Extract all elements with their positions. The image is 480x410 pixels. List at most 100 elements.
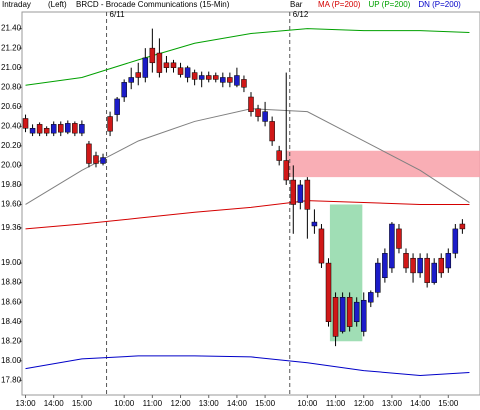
candle-body [58, 124, 64, 133]
x-tick-label: 15:00 [72, 399, 93, 408]
candle-body [65, 123, 71, 133]
candle-body [297, 184, 304, 203]
candle-body [368, 292, 374, 303]
candle-body [100, 157, 106, 164]
y-tick-label: 18.00 [1, 356, 22, 365]
legend-entry: DN (P=200) [418, 0, 461, 9]
indicator-line [25, 200, 470, 230]
header-axis: (Left) [48, 0, 67, 9]
x-tick-label: 12:00 [171, 399, 192, 408]
candle-body [403, 253, 409, 269]
header-symbol: BRCD - Brocade Communications (15-Min) [76, 0, 230, 9]
candle-body [417, 257, 423, 274]
candle-body [170, 62, 177, 68]
x-tick-label: 14:00 [44, 399, 65, 408]
candle-body [227, 77, 233, 83]
candle-body [325, 262, 332, 322]
x-tick-label: 11:00 [326, 399, 346, 408]
candle-body [424, 257, 430, 283]
x-tick-label: 10:00 [114, 399, 135, 408]
y-tick-label: 21.00 [1, 63, 22, 72]
zone [286, 150, 480, 178]
candle-body [459, 223, 466, 230]
candle-body [198, 75, 205, 80]
x-tick-label: 14:00 [227, 399, 248, 408]
y-tick-label: 19.00 [1, 258, 22, 267]
candle-body [311, 221, 318, 227]
candle-body [177, 67, 184, 75]
x-tick-label: 13:00 [382, 399, 403, 408]
candle-body [304, 179, 311, 210]
y-tick-label: 21.20 [1, 43, 22, 52]
candle-body [114, 98, 120, 115]
candle-body [234, 75, 240, 86]
candle-body [290, 179, 297, 205]
candle-body [445, 253, 452, 269]
x-tick-label: 15:00 [438, 399, 459, 408]
y-tick-label: 18.80 [1, 278, 22, 287]
candle-body [452, 228, 459, 254]
y-tick-label: 19.60 [1, 200, 22, 209]
candle-body [262, 111, 268, 122]
candle-body [36, 124, 43, 134]
bar-label: Bar [290, 0, 303, 9]
legend-entry: MA (P=200) [318, 0, 361, 9]
x-tick-label: 12:00 [354, 399, 375, 408]
candle-body [360, 299, 367, 332]
y-tick-label: 19.36 [1, 223, 22, 232]
y-tick-label: 20.00 [1, 161, 22, 170]
x-tick-label: 10:00 [297, 399, 318, 408]
candle-body [396, 228, 402, 249]
candle-body [135, 72, 142, 78]
candle-body [332, 297, 339, 337]
candle-body [72, 123, 78, 134]
candle-body [29, 128, 36, 134]
y-tick-label: 20.40 [1, 121, 22, 130]
candle-body [346, 297, 353, 327]
candle-body [93, 155, 99, 164]
y-tick-label: 21.40 [1, 24, 22, 33]
candle-body [86, 143, 92, 164]
candle-body [121, 82, 127, 98]
plot-area [21, 11, 480, 396]
candle-body [205, 75, 212, 80]
candle-body [382, 253, 388, 279]
x-tick-label: 11:00 [143, 399, 163, 408]
header-type: Intraday [2, 0, 31, 9]
candle-body [318, 228, 325, 264]
candle-body [43, 128, 50, 134]
candle-body [79, 124, 85, 134]
y-tick-label: 19.80 [1, 180, 22, 189]
candle-body [410, 257, 416, 274]
x-tick-label: 15:00 [255, 399, 276, 408]
candle-body [353, 301, 360, 322]
y-tick-label: 18.40 [1, 317, 22, 326]
x-tick-label: 14:00 [410, 399, 431, 408]
candle-body [389, 223, 395, 269]
candle-body [241, 79, 247, 88]
candle-body [375, 262, 381, 293]
candle-body [22, 118, 29, 129]
candle-body [438, 257, 444, 274]
y-tick-label: 20.20 [1, 141, 22, 150]
candle-body [50, 124, 57, 134]
y-tick-label: 20.80 [1, 82, 22, 91]
candle-body [269, 121, 275, 142]
y-tick-label: 18.20 [1, 336, 22, 345]
candle-body [431, 262, 437, 283]
candle-body [276, 150, 282, 161]
candle-body [339, 297, 346, 332]
indicator-line [25, 355, 470, 376]
candle-body [184, 67, 191, 78]
legend-entry: UP (P=200) [368, 0, 410, 9]
candle-body [142, 57, 149, 78]
candle-body [128, 77, 134, 83]
indicator-line [25, 28, 470, 86]
candle-body [163, 62, 170, 68]
x-tick-label: 13:00 [16, 399, 37, 408]
y-tick-label: 17.80 [1, 375, 22, 384]
y-tick-label: 20.60 [1, 102, 22, 111]
x-tick-label: 13:00 [199, 399, 220, 408]
date-label: 6/12 [293, 10, 309, 19]
candle-body [213, 75, 219, 80]
